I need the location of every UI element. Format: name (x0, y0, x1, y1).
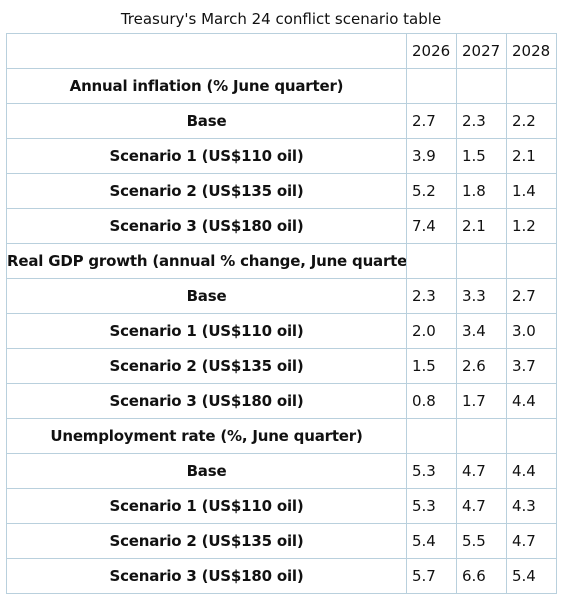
row-label: Scenario 2 (US$135 oil) (6, 523, 407, 559)
section-heading: Annual inflation (% June quarter) (6, 68, 407, 104)
row-label: Base (6, 103, 407, 139)
section-row: Real GDP growth (annual % change, June q… (6, 243, 557, 279)
value-cell: 4.7 (506, 523, 557, 559)
value-cell: 3.7 (506, 348, 557, 384)
row-label: Base (6, 278, 407, 314)
value-cell: 5.4 (506, 558, 557, 594)
value-cell: 5.7 (406, 558, 457, 594)
empty-cell (456, 418, 507, 454)
empty-cell (406, 418, 457, 454)
table-title: Treasury's March 24 conflict scenario ta… (120, 10, 442, 28)
value-cell: 5.3 (406, 453, 457, 489)
data-row: Scenario 2 (US$135 oil) 1.5 2.6 3.7 (6, 348, 557, 384)
value-cell: 2.1 (506, 138, 557, 174)
value-cell: 0.8 (406, 383, 457, 419)
value-cell: 4.7 (456, 453, 507, 489)
section-heading: Unemployment rate (%, June quarter) (6, 418, 407, 454)
empty-cell (456, 68, 507, 104)
row-label: Scenario 3 (US$180 oil) (6, 558, 407, 594)
empty-cell (506, 68, 557, 104)
value-cell: 5.2 (406, 173, 457, 209)
value-cell: 1.4 (506, 173, 557, 209)
column-header: 2027 (456, 33, 507, 69)
empty-cell (456, 243, 507, 279)
data-row: Scenario 2 (US$135 oil) 5.4 5.5 4.7 (6, 523, 557, 559)
empty-cell (406, 243, 457, 279)
header-cell (6, 33, 407, 69)
data-row: Scenario 1 (US$110 oil) 5.3 4.7 4.3 (6, 488, 557, 524)
column-header: 2026 (406, 33, 457, 69)
value-cell: 2.2 (506, 103, 557, 139)
row-label: Scenario 2 (US$135 oil) (6, 173, 407, 209)
section-row: Unemployment rate (%, June quarter) (6, 418, 557, 454)
value-cell: 2.3 (456, 103, 507, 139)
column-header: 2028 (506, 33, 557, 69)
value-cell: 1.2 (506, 208, 557, 244)
data-row: Scenario 3 (US$180 oil) 0.8 1.7 4.4 (6, 383, 557, 419)
scenario-table: 2026 2027 2028 Annual inflation (% June qua… (6, 33, 557, 594)
value-cell: 7.4 (406, 208, 457, 244)
section-row: Annual inflation (% June quarter) (6, 68, 557, 104)
row-label: Base (6, 453, 407, 489)
row-label: Scenario 2 (US$135 oil) (6, 348, 407, 384)
value-cell: 5.5 (456, 523, 507, 559)
data-row: Scenario 2 (US$135 oil) 5.2 1.8 1.4 (6, 173, 557, 209)
value-cell: 4.3 (506, 488, 557, 524)
section-heading: Real GDP growth (annual % change, June q… (6, 243, 407, 279)
value-cell: 3.3 (456, 278, 507, 314)
data-row: Base 2.7 2.3 2.2 (6, 103, 557, 139)
value-cell: 6.6 (456, 558, 507, 594)
value-cell: 4.4 (506, 383, 557, 419)
data-row: Scenario 3 (US$180 oil) 7.4 2.1 1.2 (6, 208, 557, 244)
value-cell: 3.4 (456, 313, 507, 349)
value-cell: 2.3 (406, 278, 457, 314)
value-cell: 2.1 (456, 208, 507, 244)
data-row: Scenario 1 (US$110 oil) 2.0 3.4 3.0 (6, 313, 557, 349)
value-cell: 4.4 (506, 453, 557, 489)
data-row: Base 2.3 3.3 2.7 (6, 278, 557, 314)
data-row: Scenario 3 (US$180 oil) 5.7 6.6 5.4 (6, 558, 557, 594)
value-cell: 1.7 (456, 383, 507, 419)
value-cell: 5.3 (406, 488, 457, 524)
header-row: 2026 2027 2028 (6, 33, 557, 69)
row-label: Scenario 3 (US$180 oil) (6, 208, 407, 244)
value-cell: 4.7 (456, 488, 507, 524)
value-cell: 2.6 (456, 348, 507, 384)
value-cell: 2.7 (406, 103, 457, 139)
empty-cell (506, 243, 557, 279)
value-cell: 2.0 (406, 313, 457, 349)
data-row: Base 5.3 4.7 4.4 (6, 453, 557, 489)
row-label: Scenario 1 (US$110 oil) (6, 138, 407, 174)
empty-cell (506, 418, 557, 454)
value-cell: 1.8 (456, 173, 507, 209)
data-row: Scenario 1 (US$110 oil) 3.9 1.5 2.1 (6, 138, 557, 174)
value-cell: 1.5 (456, 138, 507, 174)
value-cell: 2.7 (506, 278, 557, 314)
value-cell: 1.5 (406, 348, 457, 384)
value-cell: 3.0 (506, 313, 557, 349)
row-label: Scenario 1 (US$110 oil) (6, 313, 407, 349)
value-cell: 5.4 (406, 523, 457, 559)
value-cell: 3.9 (406, 138, 457, 174)
row-label: Scenario 3 (US$180 oil) (6, 383, 407, 419)
empty-cell (406, 68, 457, 104)
row-label: Scenario 1 (US$110 oil) (6, 488, 407, 524)
